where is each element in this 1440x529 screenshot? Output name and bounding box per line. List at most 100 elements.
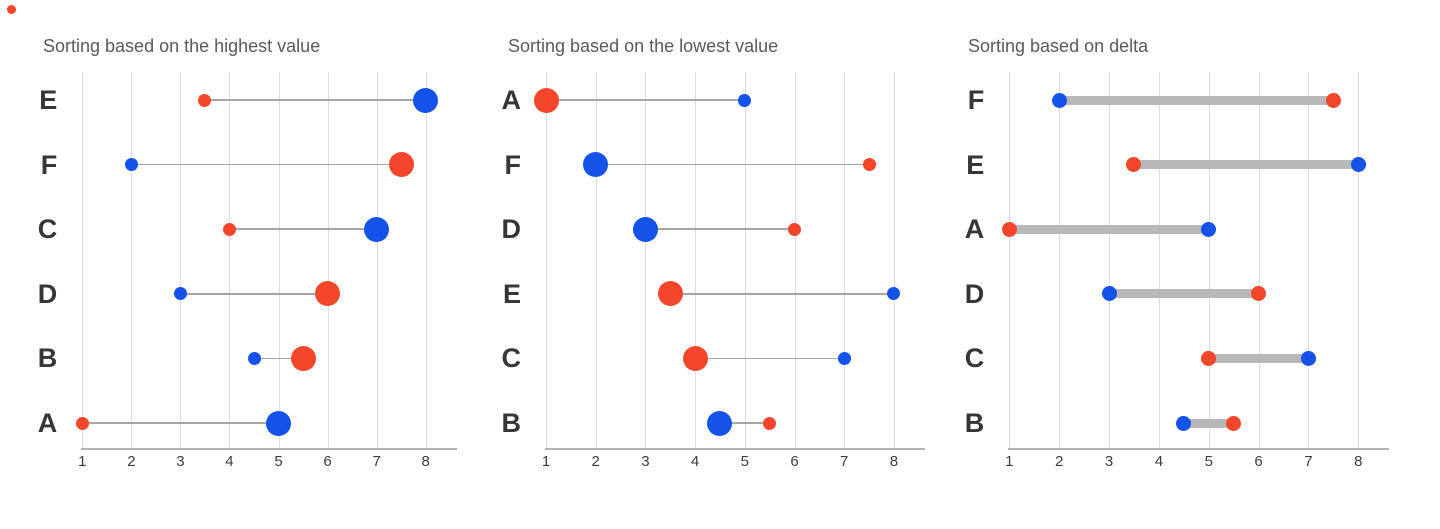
dumbbell-connector — [180, 293, 328, 295]
category-label: D — [37, 278, 58, 309]
dumbbell-dot-blue — [247, 351, 261, 365]
delta-bar — [1109, 289, 1259, 299]
dumbbell-dot-blue — [738, 93, 752, 107]
grid-line — [893, 72, 895, 448]
category-label: B — [37, 343, 58, 374]
dumbbell-dot-blue — [413, 87, 439, 113]
dumbbell-connector — [546, 99, 745, 101]
grid-line — [131, 72, 133, 448]
x-axis-line — [81, 448, 457, 450]
grid-line — [1059, 72, 1061, 448]
category-label: C — [37, 214, 58, 245]
x-tick-label: 5 — [740, 453, 749, 470]
dumbbell-dot-red — [1001, 221, 1017, 237]
dumbbell-dot-red — [315, 281, 341, 307]
dumbbell-dot-blue — [1176, 415, 1192, 431]
category-label: E — [502, 278, 521, 309]
chart-title: Sorting based on the highest value — [43, 36, 321, 56]
x-tick-label: 7 — [1304, 453, 1313, 470]
dumbbell-dot-blue — [1101, 286, 1117, 302]
x-tick-label: 7 — [372, 453, 381, 470]
dumbbell-dot-red — [1126, 157, 1142, 173]
x-tick-label: 3 — [176, 453, 185, 470]
grid-line — [546, 72, 547, 448]
category-label: B — [964, 408, 985, 438]
dumbbell-connector — [645, 228, 795, 230]
x-tick-label: 5 — [274, 453, 283, 470]
category-label: D — [964, 278, 985, 309]
dumbbell-dot-red — [388, 152, 414, 178]
dumbbell-dot-blue — [632, 216, 658, 242]
x-tick-label: 2 — [1054, 453, 1064, 470]
x-tick-label: 1 — [1005, 453, 1014, 470]
dumbbell-dot-red — [657, 281, 683, 307]
dumbbell-dot-red — [763, 416, 777, 430]
delta-bar — [1059, 95, 1334, 105]
x-tick-label: 7 — [840, 453, 849, 470]
category-label: C — [501, 343, 522, 374]
grid-line — [180, 72, 182, 448]
chart-title: Sorting based on delta — [968, 36, 1149, 56]
grid-line — [82, 72, 84, 448]
category-label: F — [40, 149, 58, 180]
dumbbell-dot-red — [682, 345, 708, 371]
dumbbell-dot-blue — [1201, 221, 1217, 237]
grid-line — [695, 72, 697, 448]
dumbbell-connector — [719, 422, 770, 424]
dumbbell-dot-blue — [124, 158, 138, 172]
x-tick-label: 4 — [1154, 453, 1164, 470]
dumbbell-dot-red — [533, 87, 559, 113]
grid-line — [376, 72, 378, 448]
dumbbell-dot-blue — [887, 287, 901, 301]
grid-line — [744, 72, 746, 448]
grid-line — [794, 72, 796, 448]
grid-line — [229, 72, 231, 448]
dumbbell-connector — [254, 357, 304, 360]
dumbbell-dot-red — [788, 222, 801, 236]
dumbbell-connector — [131, 163, 402, 166]
x-tick-label: 8 — [889, 453, 899, 470]
category-label: E — [39, 85, 58, 115]
grid-line — [1109, 72, 1111, 448]
dumbbell-dot-blue — [1300, 350, 1316, 366]
dumbbell-dot-blue — [707, 410, 733, 436]
dumbbell-dot-red — [75, 416, 89, 430]
category-label: A — [37, 408, 58, 438]
grid-line — [1009, 72, 1011, 448]
x-tick-label: 8 — [421, 453, 430, 470]
grid-line — [1208, 72, 1210, 448]
grid-line — [595, 72, 597, 448]
grid-line — [645, 72, 647, 448]
dumbbell-dot-blue — [583, 152, 609, 178]
x-axis-line — [1008, 448, 1390, 450]
x-tick-label: 3 — [1104, 453, 1114, 470]
x-axis-line — [545, 448, 925, 450]
dumbbell-dot-red — [1251, 286, 1267, 302]
dumbbell-connector — [204, 99, 426, 101]
delta-bar — [1183, 418, 1234, 428]
x-tick-label: 1 — [78, 453, 87, 470]
x-tick-label: 4 — [690, 453, 700, 470]
red-dot-marker — [7, 5, 16, 14]
dumbbell-dot-red — [1226, 415, 1242, 431]
dumbbell-dot-red — [862, 158, 876, 172]
category-label: A — [964, 214, 985, 245]
delta-bar — [1133, 160, 1359, 170]
grid-line — [1308, 72, 1310, 448]
x-tick-label: 6 — [790, 453, 799, 470]
grid-line — [425, 72, 427, 448]
chart-title: Sorting based on the lowest value — [508, 36, 779, 56]
grid-line — [1158, 72, 1160, 448]
dumbbell-dot-red — [290, 345, 316, 371]
grid-line — [327, 72, 329, 448]
x-tick-label: 6 — [1254, 453, 1263, 470]
x-tick-label: 2 — [591, 453, 600, 470]
category-label: D — [501, 214, 522, 245]
category-label: F — [504, 149, 522, 180]
x-tick-label: 5 — [1204, 453, 1213, 470]
category-label: B — [501, 408, 522, 438]
grid-line — [278, 72, 280, 448]
dumbbell-dot-blue — [1051, 92, 1067, 108]
category-label: F — [967, 85, 985, 115]
category-label: C — [964, 343, 985, 374]
